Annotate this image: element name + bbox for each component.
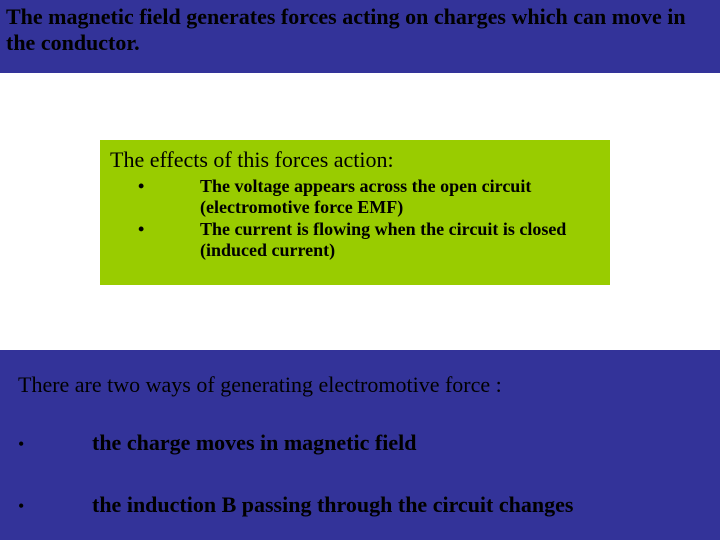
bottom-item-text: the charge moves in magnetic field — [92, 430, 416, 456]
top-banner-text: The magnetic field generates forces acti… — [6, 4, 714, 57]
bullet-icon: • — [138, 219, 200, 241]
bullet-icon: • — [18, 496, 92, 517]
effects-item-text: The voltage appears across the open circ… — [200, 176, 600, 219]
effects-item-text: The current is flowing when the circuit … — [200, 219, 600, 262]
effects-title: The effects of this forces action: — [110, 146, 600, 174]
list-item: • The current is flowing when the circui… — [138, 219, 600, 262]
effects-list: • The voltage appears across the open ci… — [110, 176, 600, 262]
bullet-icon: • — [18, 434, 92, 455]
list-item: • The voltage appears across the open ci… — [138, 176, 600, 219]
effects-box: The effects of this forces action: • The… — [100, 140, 610, 285]
bottom-title: There are two ways of generating electro… — [18, 372, 502, 398]
list-item: • the induction B passing through the ci… — [18, 492, 573, 518]
list-item: • the charge moves in magnetic field — [18, 430, 416, 456]
bottom-item-text: the induction B passing through the circ… — [92, 492, 573, 518]
bullet-icon: • — [138, 176, 200, 198]
